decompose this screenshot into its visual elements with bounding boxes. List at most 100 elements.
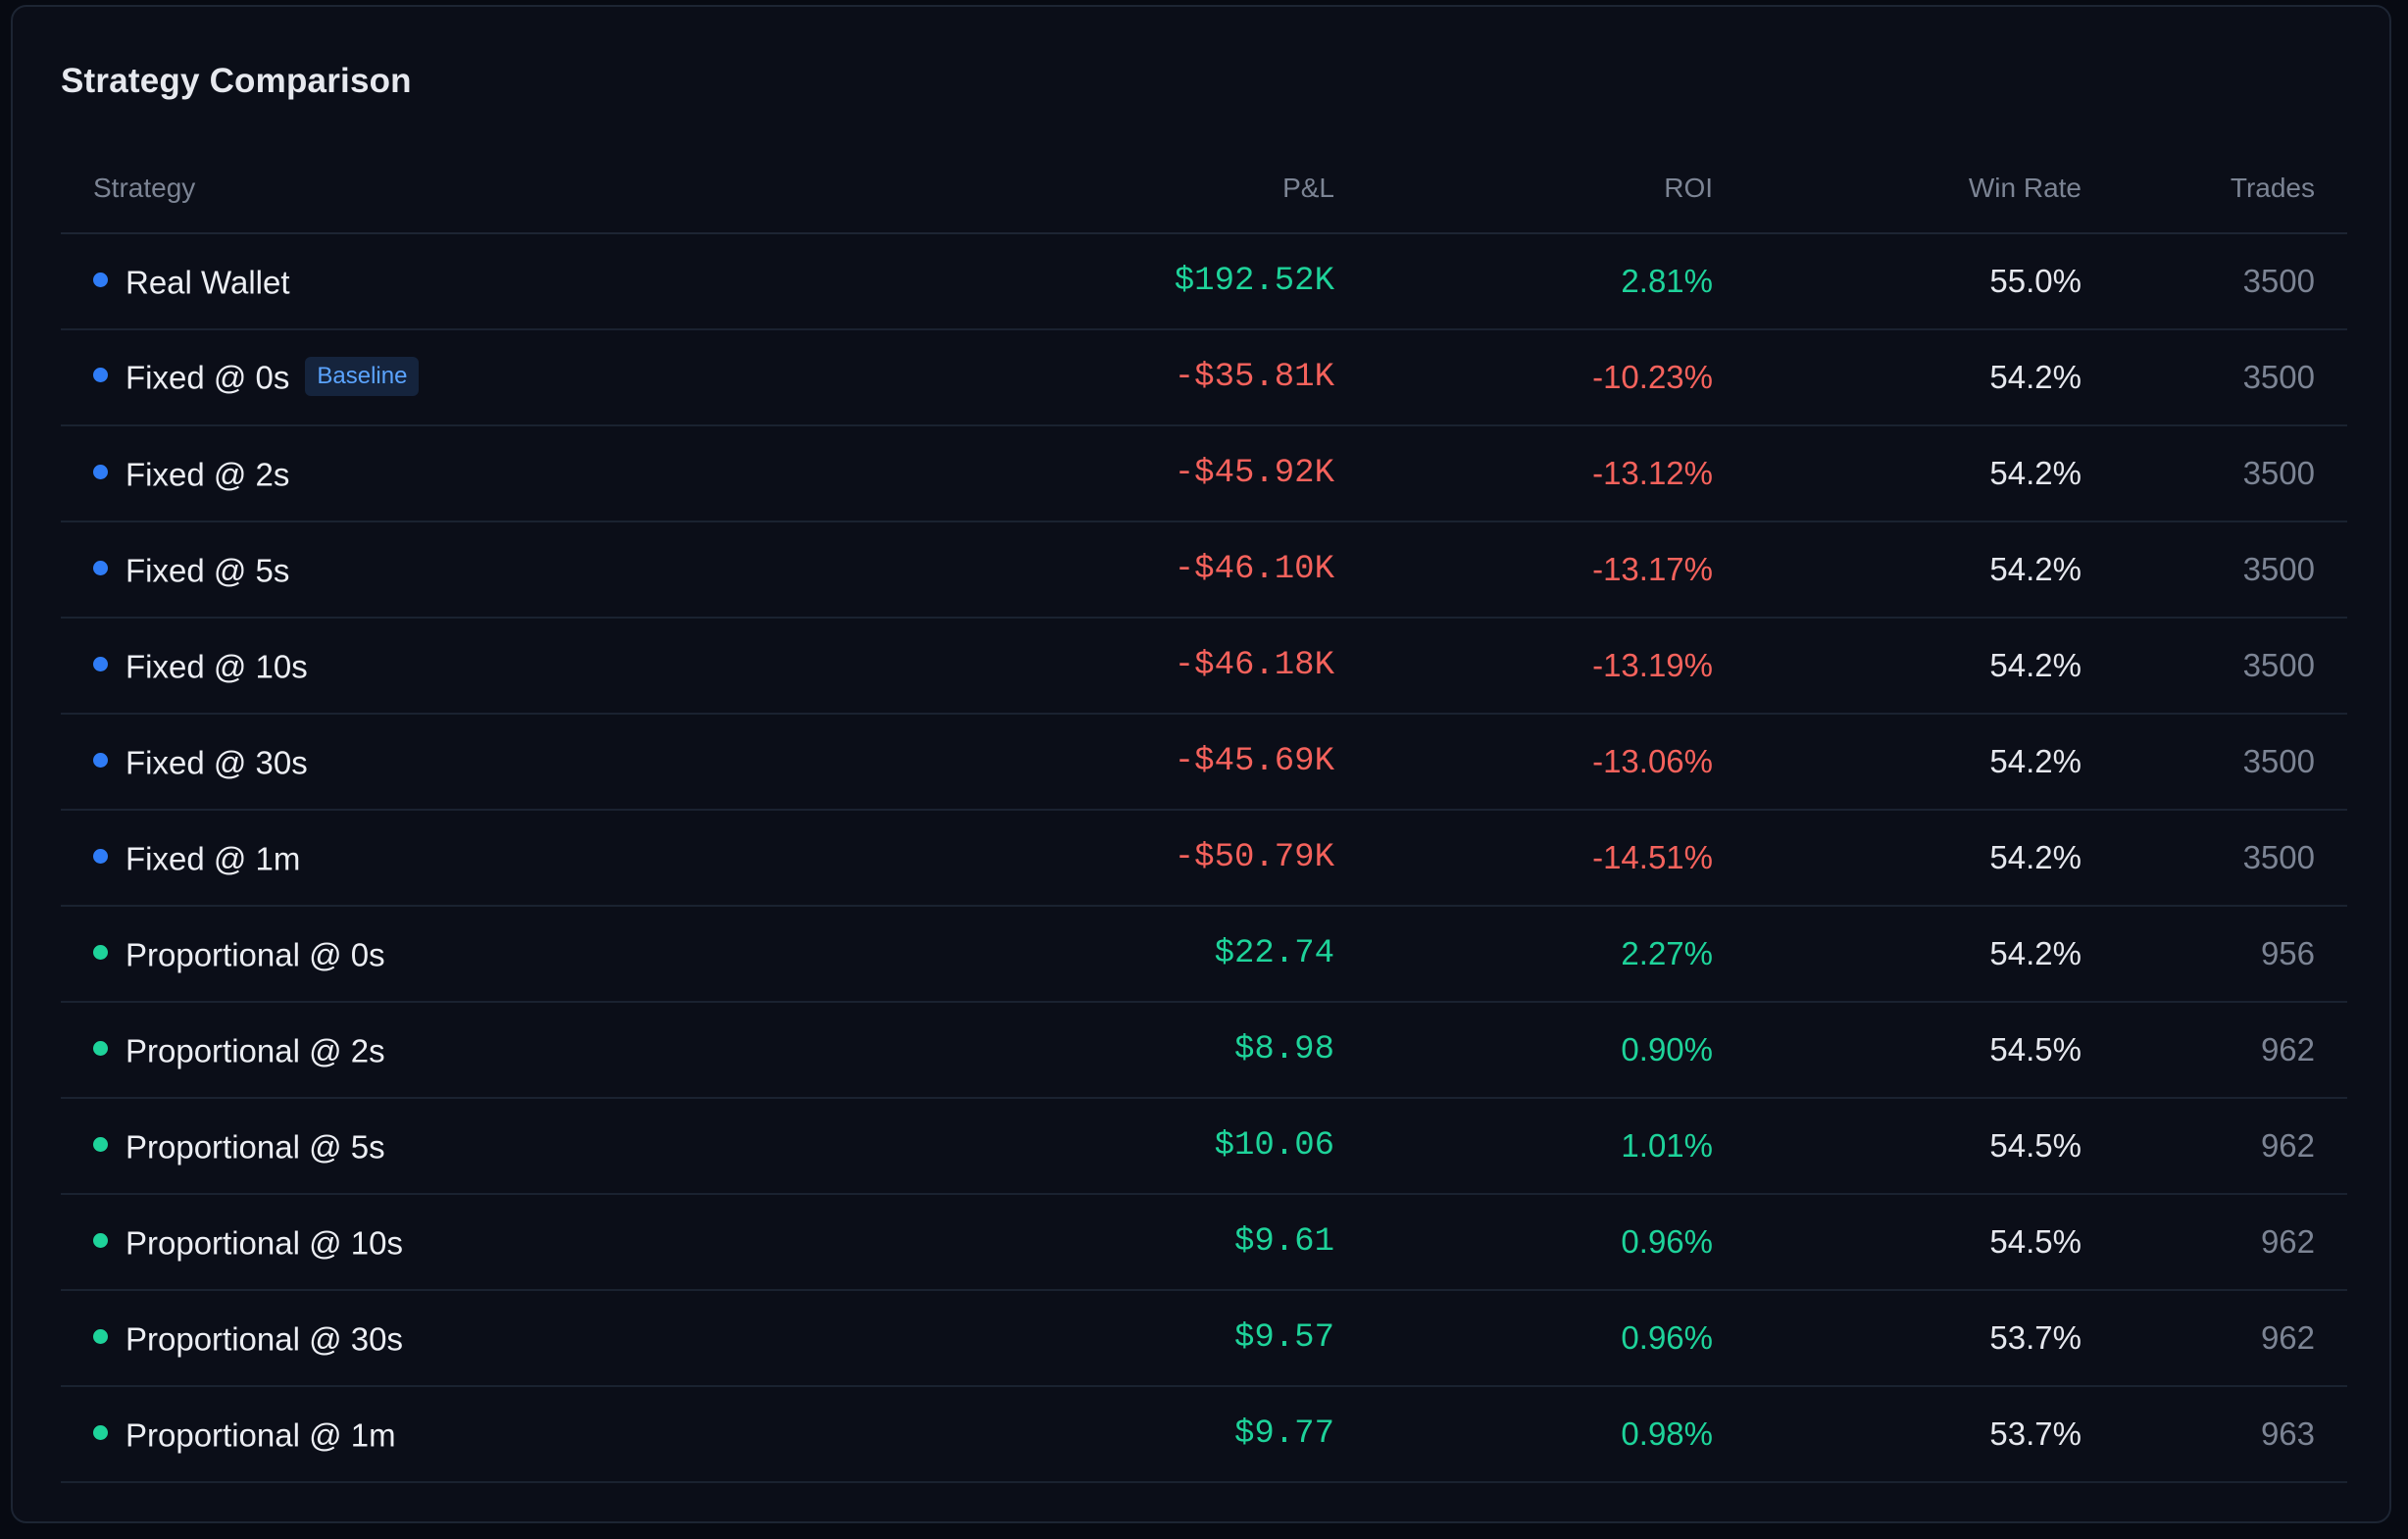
pl-cell: $8.98 bbox=[1044, 1002, 1367, 1099]
column-header-pl[interactable]: P&L bbox=[1044, 144, 1367, 234]
trades-cell: 3500 bbox=[2114, 618, 2347, 715]
pl-cell: $9.57 bbox=[1044, 1290, 1367, 1387]
win-rate-cell: 54.2% bbox=[1745, 618, 2114, 715]
roi-cell: -14.51% bbox=[1367, 810, 1745, 907]
strategy-cell: Proportional @ 5s bbox=[61, 1098, 1044, 1195]
table-row[interactable]: Fixed @ 1m -$50.79K -14.51% 54.2% 3500 bbox=[61, 810, 2347, 907]
trades-cell: 956 bbox=[2114, 906, 2347, 1003]
roi-cell: -10.23% bbox=[1367, 329, 1745, 426]
pl-cell: -$46.18K bbox=[1044, 618, 1367, 715]
table-row[interactable]: Proportional @ 1m $9.77 0.98% 53.7% 963 bbox=[61, 1386, 2347, 1483]
pl-cell: $10.06 bbox=[1044, 1098, 1367, 1195]
trades-cell: 962 bbox=[2114, 1290, 2347, 1387]
pl-cell: $9.61 bbox=[1044, 1194, 1367, 1291]
strategy-name: Proportional @ 1m bbox=[125, 1416, 396, 1454]
trades-cell: 962 bbox=[2114, 1098, 2347, 1195]
strategy-cell: Real Wallet bbox=[61, 233, 1044, 330]
trades-cell: 963 bbox=[2114, 1386, 2347, 1483]
table-header: Strategy P&L ROI Win Rate Trades bbox=[61, 144, 2347, 234]
table-row[interactable]: Proportional @ 2s $8.98 0.90% 54.5% 962 bbox=[61, 1002, 2347, 1099]
strategy-dot-fixed-icon bbox=[93, 464, 108, 479]
table-row[interactable]: Proportional @ 5s $10.06 1.01% 54.5% 962 bbox=[61, 1098, 2347, 1195]
column-header-win-rate[interactable]: Win Rate bbox=[1745, 144, 2114, 234]
table-row[interactable]: Proportional @ 30s $9.57 0.96% 53.7% 962 bbox=[61, 1290, 2347, 1387]
roi-cell: -13.06% bbox=[1367, 714, 1745, 811]
win-rate-cell: 55.0% bbox=[1745, 233, 2114, 330]
trades-cell: 3500 bbox=[2114, 425, 2347, 522]
strategy-name: Proportional @ 5s bbox=[125, 1128, 385, 1166]
table-row[interactable]: Fixed @ 0s Baseline -$35.81K -10.23% 54.2% 35… bbox=[61, 329, 2347, 426]
strategy-dot-proportional-icon bbox=[93, 1232, 108, 1248]
strategy-dot-fixed-icon bbox=[93, 272, 108, 287]
roi-cell: 0.90% bbox=[1367, 1002, 1745, 1099]
strategy-dot-fixed-icon bbox=[93, 848, 108, 864]
pl-cell: -$46.10K bbox=[1044, 521, 1367, 619]
strategy-name: Fixed @ 0s bbox=[125, 359, 290, 396]
pl-cell: -$45.69K bbox=[1044, 714, 1367, 811]
roi-cell: 1.01% bbox=[1367, 1098, 1745, 1195]
win-rate-cell: 54.2% bbox=[1745, 521, 2114, 619]
pl-cell: -$45.92K bbox=[1044, 425, 1367, 522]
strategy-cell: Proportional @ 0s bbox=[61, 906, 1044, 1003]
table-row[interactable]: Fixed @ 10s -$46.18K -13.19% 54.2% 3500 bbox=[61, 618, 2347, 715]
pl-cell: $9.77 bbox=[1044, 1386, 1367, 1483]
pl-cell: -$50.79K bbox=[1044, 810, 1367, 907]
strategy-dot-proportional-icon bbox=[93, 1136, 108, 1152]
strategy-table: Strategy P&L ROI Win Rate Trades Real Wa… bbox=[61, 144, 2347, 1483]
table-row[interactable]: Proportional @ 0s $22.74 2.27% 54.2% 956 bbox=[61, 906, 2347, 1003]
strategy-cell: Fixed @ 0s Baseline bbox=[61, 329, 1044, 426]
strategy-cell: Proportional @ 2s bbox=[61, 1002, 1044, 1099]
table-row[interactable]: Fixed @ 30s -$45.69K -13.06% 54.2% 3500 bbox=[61, 714, 2347, 811]
strategy-name: Fixed @ 2s bbox=[125, 456, 290, 493]
win-rate-cell: 54.5% bbox=[1745, 1002, 2114, 1099]
strategy-dot-proportional-icon bbox=[93, 1328, 108, 1344]
column-header-trades[interactable]: Trades bbox=[2114, 144, 2347, 234]
win-rate-cell: 53.7% bbox=[1745, 1386, 2114, 1483]
roi-cell: -13.17% bbox=[1367, 521, 1745, 619]
table-row[interactable]: Real Wallet $192.52K 2.81% 55.0% 3500 bbox=[61, 233, 2347, 330]
strategy-dot-fixed-icon bbox=[93, 368, 108, 383]
strategy-dot-fixed-icon bbox=[93, 752, 108, 768]
trades-cell: 962 bbox=[2114, 1002, 2347, 1099]
column-header-strategy[interactable]: Strategy bbox=[61, 144, 1044, 234]
header-row: Strategy P&L ROI Win Rate Trades bbox=[61, 144, 2347, 234]
strategy-cell: Proportional @ 10s bbox=[61, 1194, 1044, 1291]
strategy-name: Proportional @ 2s bbox=[125, 1032, 385, 1069]
baseline-badge: Baseline bbox=[305, 356, 420, 396]
strategy-comparison-card: Strategy Comparison Strategy P&L ROI Win… bbox=[11, 5, 2391, 1523]
table-row[interactable]: Fixed @ 2s -$45.92K -13.12% 54.2% 3500 bbox=[61, 425, 2347, 522]
roi-cell: 0.96% bbox=[1367, 1194, 1745, 1291]
table-row[interactable]: Fixed @ 5s -$46.10K -13.17% 54.2% 3500 bbox=[61, 521, 2347, 619]
strategy-name: Proportional @ 0s bbox=[125, 936, 385, 973]
strategy-name: Fixed @ 1m bbox=[125, 840, 301, 877]
strategy-cell: Fixed @ 30s bbox=[61, 714, 1044, 811]
card-title: Strategy Comparison bbox=[61, 62, 412, 100]
strategy-dot-proportional-icon bbox=[93, 944, 108, 960]
column-header-roi[interactable]: ROI bbox=[1367, 144, 1745, 234]
win-rate-cell: 54.2% bbox=[1745, 425, 2114, 522]
trades-cell: 3500 bbox=[2114, 521, 2347, 619]
roi-cell: 2.27% bbox=[1367, 906, 1745, 1003]
strategy-name: Proportional @ 10s bbox=[125, 1224, 403, 1262]
strategy-name: Proportional @ 30s bbox=[125, 1320, 403, 1358]
win-rate-cell: 54.2% bbox=[1745, 810, 2114, 907]
pl-cell: $192.52K bbox=[1044, 233, 1367, 330]
roi-cell: 0.98% bbox=[1367, 1386, 1745, 1483]
strategy-cell: Proportional @ 1m bbox=[61, 1386, 1044, 1483]
table-row[interactable]: Proportional @ 10s $9.61 0.96% 54.5% 962 bbox=[61, 1194, 2347, 1291]
strategy-dot-proportional-icon bbox=[93, 1040, 108, 1056]
strategy-dot-fixed-icon bbox=[93, 560, 108, 575]
strategy-name: Fixed @ 5s bbox=[125, 552, 290, 589]
win-rate-cell: 54.2% bbox=[1745, 714, 2114, 811]
win-rate-cell: 54.5% bbox=[1745, 1098, 2114, 1195]
strategy-cell: Fixed @ 1m bbox=[61, 810, 1044, 907]
trades-cell: 3500 bbox=[2114, 233, 2347, 330]
trades-cell: 3500 bbox=[2114, 810, 2347, 907]
win-rate-cell: 54.2% bbox=[1745, 906, 2114, 1003]
strategy-name: Fixed @ 10s bbox=[125, 648, 308, 685]
strategy-cell: Proportional @ 30s bbox=[61, 1290, 1044, 1387]
trades-cell: 962 bbox=[2114, 1194, 2347, 1291]
roi-cell: -13.12% bbox=[1367, 425, 1745, 522]
pl-cell: $22.74 bbox=[1044, 906, 1367, 1003]
trades-cell: 3500 bbox=[2114, 329, 2347, 426]
